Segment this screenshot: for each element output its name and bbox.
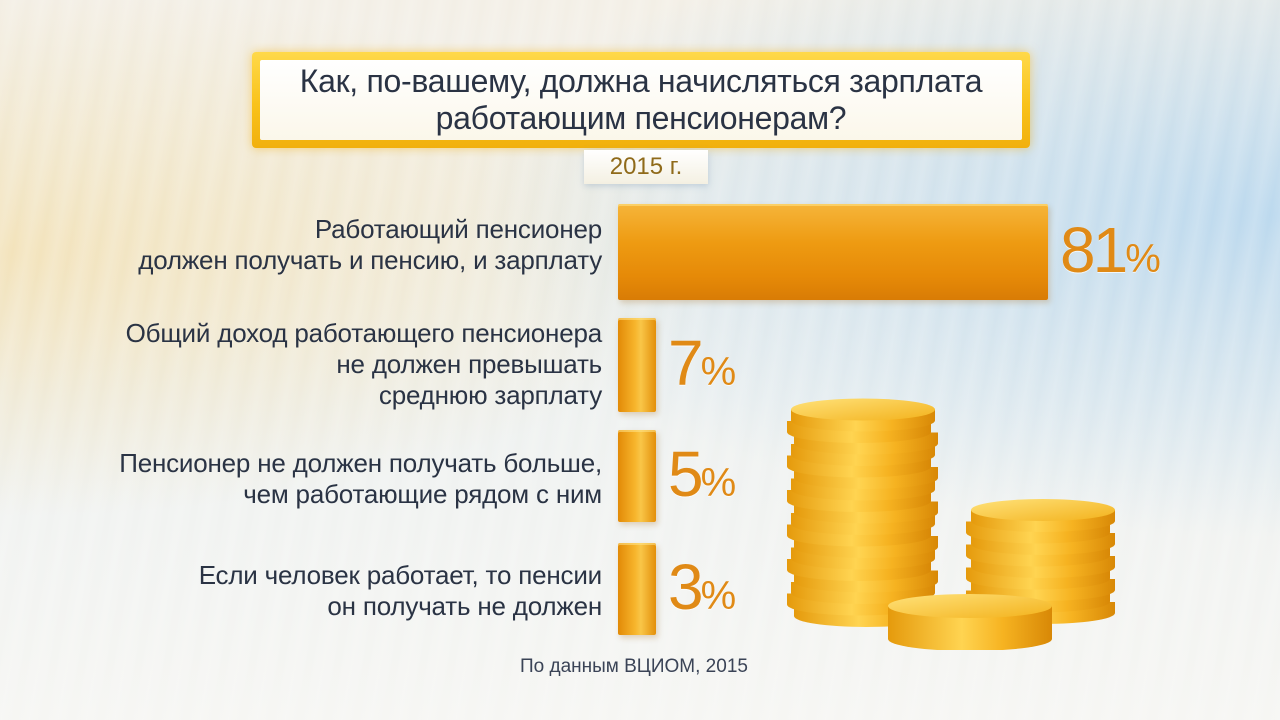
- category-label-line: Пенсионер не должен получать больше,: [119, 448, 602, 478]
- category-label: Пенсионер не должен получать больше, чем …: [119, 448, 602, 510]
- value-label: 81%: [1060, 218, 1161, 291]
- category-label-line: среднюю зарплату: [378, 380, 602, 410]
- title-frame: Как, по-вашему, должна начисляться зарпл…: [252, 52, 1030, 148]
- category-label-line: он получать не должен: [327, 591, 602, 621]
- title-panel: Как, по-вашему, должна начисляться зарпл…: [260, 60, 1022, 140]
- bar: [618, 430, 656, 522]
- value-label: 3%: [668, 555, 736, 628]
- percent-sign: %: [700, 350, 737, 394]
- coin-face: [971, 499, 1115, 521]
- category-label-line: должен получать и пенсию, и зарплату: [138, 245, 602, 275]
- coin-stacks-icon: [787, 398, 1115, 650]
- chart-title: Как, по-вашему, должна начисляться зарпл…: [299, 63, 983, 136]
- category-label-line: не должен превышать: [336, 349, 602, 379]
- bar: [618, 204, 1048, 300]
- year-badge: 2015 г.: [584, 150, 708, 184]
- category-label-line: Работающий пенсионер: [314, 214, 602, 244]
- category-label-line: чем работающие рядом с ним: [243, 479, 602, 509]
- percent-sign: %: [700, 574, 737, 618]
- value-label: 5%: [668, 442, 736, 515]
- coin-face: [888, 594, 1052, 618]
- value-number: 3: [668, 551, 704, 623]
- category-label-line: Общий доход работающего пенсионера: [125, 318, 603, 348]
- value-number: 7: [668, 327, 704, 399]
- value-number: 5: [668, 438, 704, 510]
- coin-face: [791, 398, 935, 421]
- percent-sign: %: [1125, 237, 1161, 281]
- category-label: Если человек работает, то пенсии он получ…: [198, 560, 603, 622]
- value-number: 81: [1060, 214, 1128, 286]
- bar: [618, 318, 656, 412]
- bar: [618, 543, 656, 635]
- category-label: Общий доход работающего пенсионера не дол…: [125, 318, 603, 411]
- category-label: Работающий пенсионер должен получать и пе…: [138, 214, 602, 276]
- category-label-line: Если человек работает, то пенсии: [198, 560, 603, 590]
- percent-sign: %: [700, 461, 737, 505]
- source-note: По данным ВЦИОМ, 2015: [520, 656, 748, 677]
- value-label: 7%: [668, 331, 736, 404]
